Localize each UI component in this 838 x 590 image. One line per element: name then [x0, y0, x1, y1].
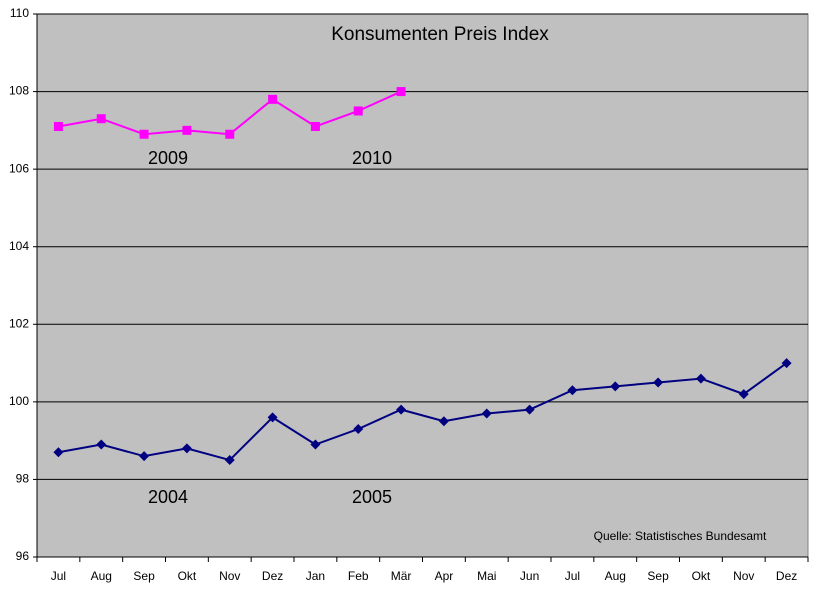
marker	[438, 416, 449, 427]
marker	[695, 373, 706, 384]
y-tick-label: 104	[9, 239, 29, 253]
annotation: 2005	[352, 487, 392, 507]
marker	[610, 381, 621, 392]
x-tick-label: Aug	[91, 569, 112, 583]
annotation: Quelle: Statistisches Bundesamt	[594, 529, 767, 543]
y-tick-label: 108	[9, 84, 29, 98]
y-tick-label: 110	[10, 6, 29, 20]
x-tick-label: Jul	[51, 569, 66, 583]
x-tick-label: Okt	[178, 569, 197, 583]
marker	[268, 94, 278, 104]
marker	[310, 439, 321, 450]
x-tick-label: Sep	[647, 569, 669, 583]
x-tick-label: Feb	[348, 569, 369, 583]
marker	[224, 455, 235, 466]
y-tick-label: 98	[16, 472, 30, 486]
marker	[139, 129, 149, 139]
marker	[225, 129, 235, 139]
marker	[481, 408, 492, 419]
marker	[738, 389, 749, 400]
chart-title: Konsumenten Preis Index	[331, 24, 549, 45]
annotation: 2010	[352, 148, 392, 168]
marker	[353, 424, 364, 435]
plot-area	[36, 13, 809, 558]
y-tick-label: 106	[9, 161, 29, 175]
y-tick-label: 102	[9, 316, 29, 330]
marker	[653, 377, 664, 388]
marker	[96, 439, 107, 450]
x-tick-label: Nov	[219, 569, 240, 583]
x-tick-label: Mär	[391, 569, 412, 583]
x-tick-label: Dez	[776, 569, 797, 583]
x-tick-label: Nov	[733, 569, 754, 583]
series-line	[58, 362, 788, 462]
x-tick-label: Apr	[435, 569, 454, 583]
marker	[524, 404, 535, 415]
x-tick-label: Jul	[565, 569, 580, 583]
x-tick-label: Mai	[477, 569, 496, 583]
marker	[353, 106, 363, 116]
annotation: 2009	[148, 148, 188, 168]
x-tick-label: Jun	[520, 569, 539, 583]
y-tick-label: 100	[9, 394, 29, 408]
marker	[53, 447, 64, 458]
x-tick-label: Jan	[306, 569, 325, 583]
marker	[396, 404, 407, 415]
y-tick-label: 96	[16, 549, 30, 563]
marker	[53, 121, 63, 131]
marker	[567, 385, 578, 396]
marker	[181, 443, 192, 454]
marker	[139, 451, 150, 462]
x-tick-label: Aug	[605, 569, 626, 583]
x-tick-label: Okt	[692, 569, 711, 583]
marker	[781, 358, 792, 369]
x-tick-label: Dez	[262, 569, 283, 583]
x-tick-label: Sep	[133, 569, 155, 583]
annotation: 2004	[148, 487, 188, 507]
marker	[96, 114, 106, 124]
marker	[396, 87, 406, 97]
marker	[310, 121, 320, 131]
marker	[182, 125, 192, 135]
marker	[267, 412, 278, 423]
